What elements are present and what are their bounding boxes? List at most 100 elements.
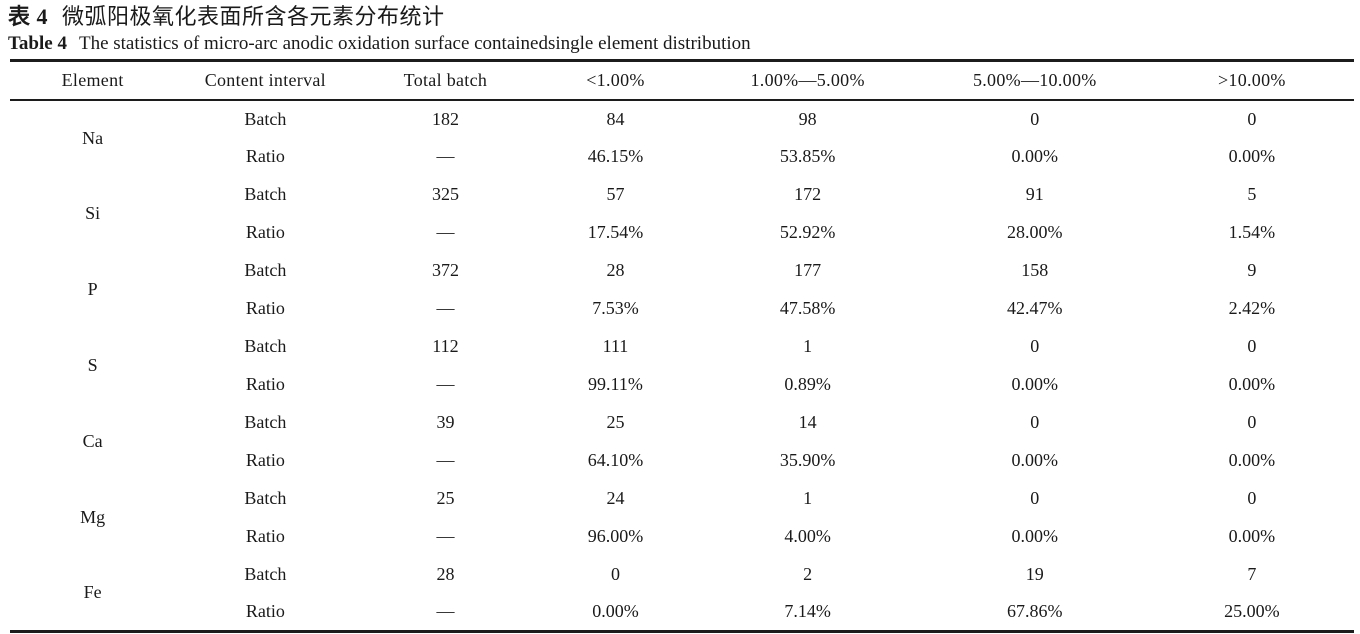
element-symbol-mg: Mg (80, 507, 106, 527)
column-header-total-batch: Total batch (403, 69, 488, 90)
table-cell: 91 (1025, 184, 1044, 204)
table-row-p-ratio: Ratio — 7.53% 47.58% 42.47% 2.42% (10, 290, 1354, 328)
table-cell: 99.11% (588, 374, 643, 394)
table-cell: 35.90% (779, 450, 836, 470)
table-number-english: Table 4 (8, 33, 67, 54)
table-cell: — (436, 526, 455, 546)
table-cell: 1 (803, 488, 813, 508)
table-cell: 0.00% (1011, 374, 1059, 394)
table-cell: 25 (436, 488, 455, 508)
table-cell: 14 (798, 412, 817, 432)
table-cell: 0.00% (1011, 450, 1059, 470)
element-symbol-fe: Fe (83, 582, 102, 603)
table-cell: — (436, 601, 455, 622)
table-cell: 0 (1030, 488, 1040, 508)
table-cell: 0.00% (592, 601, 639, 622)
table-cell: 96.00% (587, 526, 644, 546)
row-type-label: Ratio (245, 450, 285, 470)
row-type-label: Batch (244, 412, 287, 432)
table-cell: 0 (610, 564, 620, 584)
table-cell: 39 (436, 412, 455, 432)
table-row-si-ratio: Ratio — 17.54% 52.92% 28.00% 1.54% (10, 214, 1354, 252)
table-cell: 172 (794, 184, 822, 204)
table-cell: 2.42% (1228, 298, 1276, 318)
table-cell: 0 (1030, 412, 1040, 432)
table-cell: 2 (803, 564, 813, 584)
table-cell: 9 (1247, 260, 1257, 280)
table-row-fe-ratio: Ratio — 0.00% 7.14% 67.86% 25.00% (10, 594, 1354, 632)
table-cell: 42.47% (1007, 298, 1063, 318)
table-cell: 0 (1030, 336, 1040, 356)
table-cell: 112 (432, 336, 459, 356)
row-type-label: Ratio (245, 222, 285, 242)
column-header-gt-10pct: >10.00% (1217, 69, 1286, 90)
table-cell: 25.00% (1224, 601, 1280, 622)
row-type-label: Ratio (245, 298, 285, 318)
table-cell: 0.89% (784, 374, 831, 394)
row-type-label: Ratio (245, 146, 285, 166)
table-cell: 28 (436, 564, 455, 584)
table-cell: — (436, 298, 455, 318)
row-type-label: Batch (244, 488, 287, 508)
column-header-element: Element (61, 69, 124, 90)
row-type-label: Ratio (245, 601, 285, 622)
table-cell: 67.86% (1007, 601, 1063, 622)
table-cell: 0.00% (1011, 146, 1059, 166)
table-cell: 177 (794, 260, 822, 280)
column-header-lt-1pct: <1.00% (586, 69, 645, 90)
row-type-label: Batch (244, 108, 287, 129)
table-cell: 111 (602, 336, 629, 356)
table-cell: 0.00% (1228, 526, 1276, 546)
table-cell: 0 (1247, 412, 1257, 432)
table-row-ca-ratio: Ratio — 64.10% 35.90% 0.00% 0.00% (10, 442, 1354, 480)
table-cell: 0.00% (1228, 374, 1276, 394)
table-cell: 5 (1247, 184, 1257, 204)
table-row-na-ratio: Ratio — 46.15% 53.85% 0.00% 0.00% (10, 138, 1354, 176)
table-cell: 52.92% (779, 222, 836, 242)
table-row-mg-ratio: Ratio — 96.00% 4.00% 0.00% 0.00% (10, 518, 1354, 556)
table-cell: 0.00% (1228, 146, 1276, 166)
table-cell: — (436, 374, 455, 394)
table-cell: 7.14% (784, 601, 831, 622)
table-cell: 0.00% (1228, 450, 1276, 470)
table-cell: 372 (431, 260, 459, 280)
table-cell: 0 (1247, 108, 1257, 129)
row-type-label: Ratio (245, 374, 285, 394)
column-header-5-to-10pct: 5.00%—10.00% (972, 69, 1097, 90)
row-type-label: Batch (244, 564, 287, 584)
table-cell: 0 (1030, 108, 1040, 129)
table-cell: 17.54% (587, 222, 644, 242)
table-row-s-ratio: Ratio — 99.11% 0.89% 0.00% 0.00% (10, 366, 1354, 404)
column-header-1-to-5pct: 1.00%—5.00% (750, 69, 865, 90)
element-symbol-s: S (87, 355, 98, 375)
table-row-fe-batch: Fe Batch 28 0 2 19 7 (10, 556, 1354, 602)
table-cell: 64.10% (587, 450, 644, 470)
table-title-english: The statistics of micro-arc anodic oxida… (78, 33, 751, 54)
table-row-na-batch: Na Batch 182 84 98 0 0 (10, 100, 1354, 148)
table-caption-chinese: 表 4 微弧阳极氧化表面所含各元素分布统计 (8, 3, 1354, 31)
table-cell: 25 (606, 412, 625, 432)
row-type-label: Batch (244, 336, 287, 356)
element-symbol-ca: Ca (82, 431, 103, 451)
row-type-label: Batch (244, 184, 287, 204)
table-cell: — (436, 222, 455, 242)
table-cell: 57 (606, 184, 625, 204)
element-symbol-na: Na (82, 127, 104, 148)
row-type-label: Ratio (245, 526, 285, 546)
table-cell: 24 (606, 488, 625, 508)
table-cell: 7 (1247, 564, 1257, 584)
table-row-s-batch: S Batch 112 111 1 0 0 (10, 328, 1354, 375)
table-row-p-batch: P Batch 372 28 177 158 9 (10, 252, 1354, 299)
table-cell: — (436, 450, 455, 470)
table-cell: — (436, 146, 455, 166)
element-symbol-si: Si (85, 203, 101, 223)
row-type-label: Batch (244, 260, 287, 280)
table-number-chinese: 表 4 (8, 4, 49, 29)
table-cell: 46.15% (587, 146, 644, 166)
table-cell: 0 (1247, 336, 1257, 356)
table-cell: 19 (1025, 564, 1044, 584)
table-cell: 28 (606, 260, 625, 280)
header-row: Element Content interval Total batch <1.… (10, 61, 1354, 100)
element-distribution-table: Element Content interval Total batch <1.… (10, 59, 1354, 633)
